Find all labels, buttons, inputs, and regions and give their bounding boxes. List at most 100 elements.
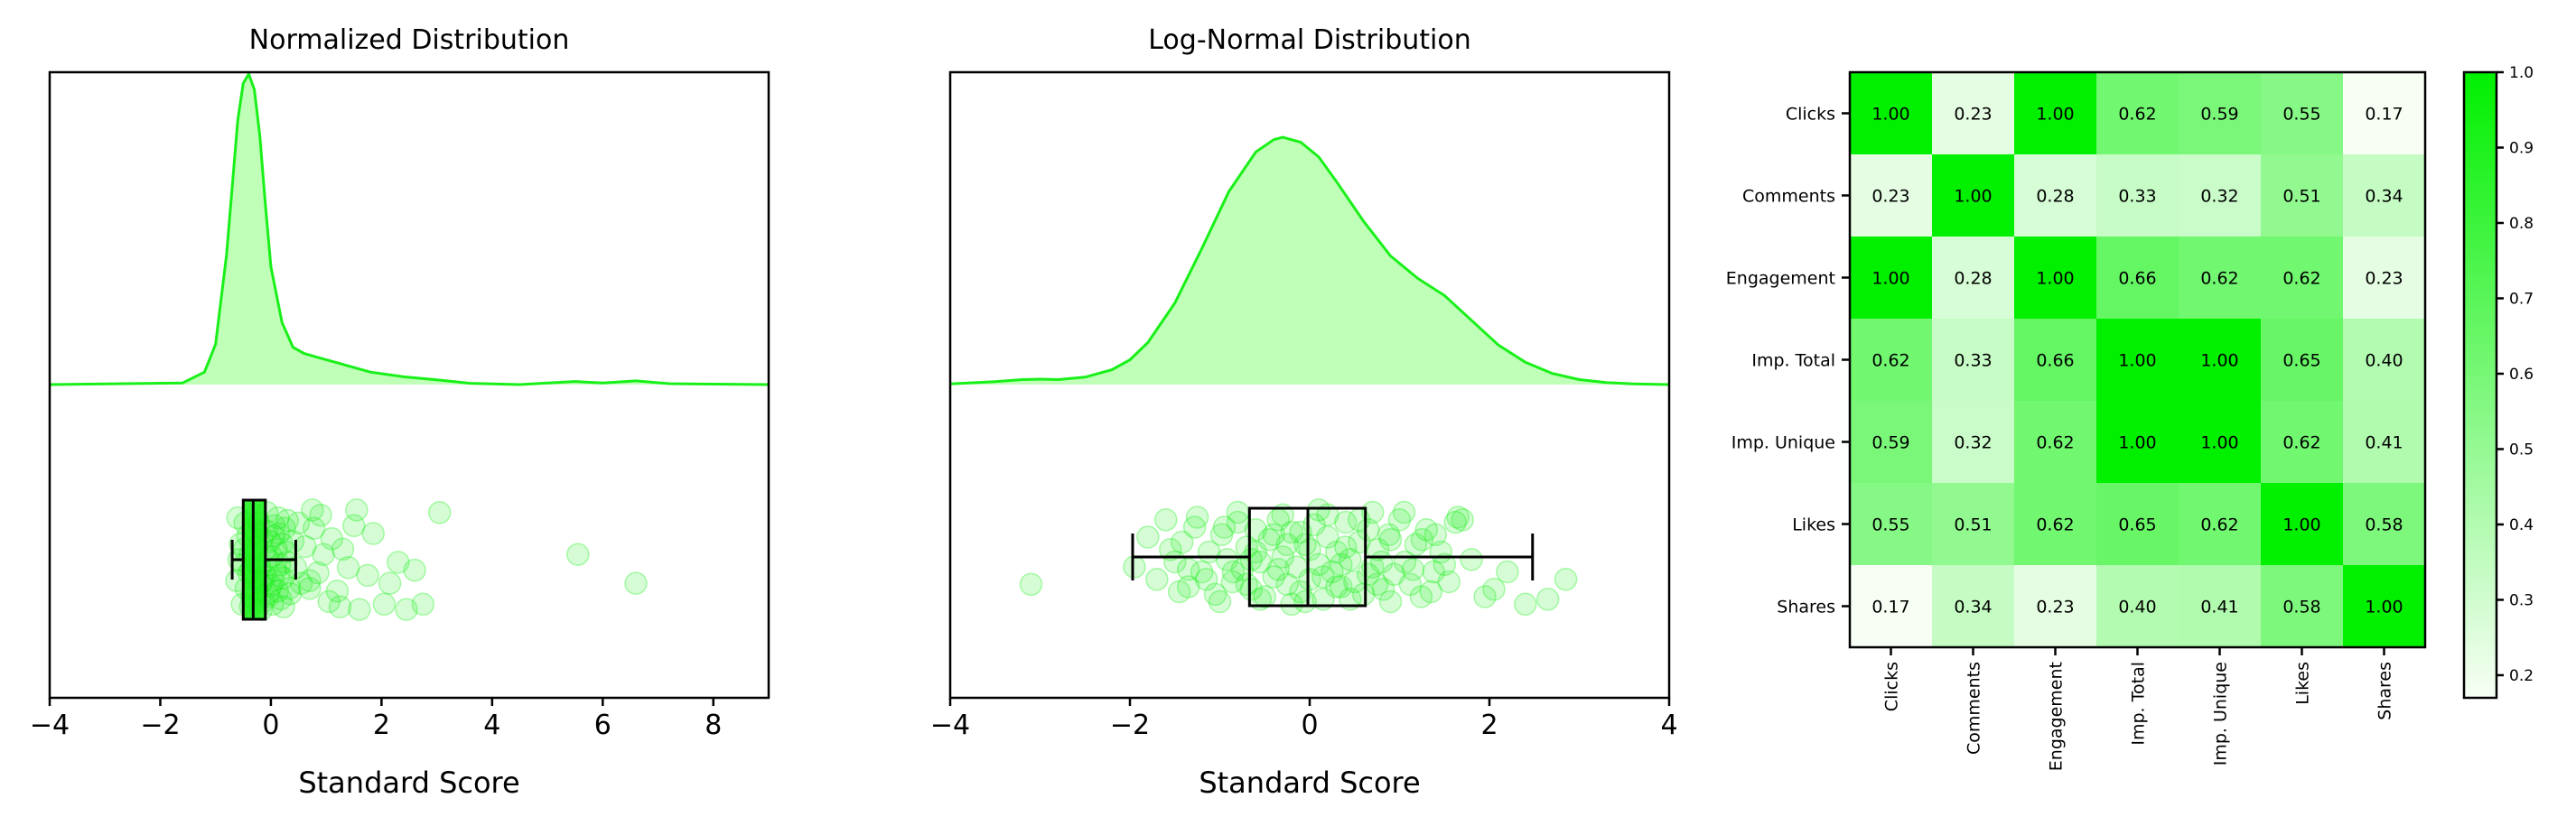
data-point xyxy=(1203,582,1227,607)
heatmap-cell xyxy=(2261,483,2344,566)
data-point xyxy=(1437,570,1461,594)
data-point xyxy=(302,516,326,540)
y-tick-label: Likes xyxy=(1792,515,1835,535)
data-point xyxy=(387,551,410,574)
colorbar: 0.2 0.3 0.4 0.5 0.6 0.7 0.8 0.9 1.0 xyxy=(2462,64,2534,700)
data-point xyxy=(286,511,311,535)
data-point xyxy=(267,563,291,588)
data-point xyxy=(1289,520,1312,544)
x-tick-label: Engagement xyxy=(2047,662,2067,771)
data-point xyxy=(378,571,402,595)
cell-value-label: 0.62 xyxy=(2118,105,2156,125)
data-point xyxy=(1378,528,1403,552)
data-point xyxy=(317,589,341,614)
data-point xyxy=(277,577,301,600)
colorbar-scale xyxy=(2462,70,2498,700)
x-tick-label: Likes xyxy=(2293,662,2313,705)
data-point xyxy=(1019,572,1043,597)
heatmap-cell xyxy=(1850,565,1933,648)
heatmap-cell xyxy=(2261,319,2344,402)
colorbar-tick-label: 0.7 xyxy=(2509,290,2534,308)
data-point xyxy=(1514,592,1537,617)
data-point xyxy=(1451,508,1474,532)
data-point xyxy=(1262,523,1285,547)
x-ticks: −4 −2 0 2 4 xyxy=(930,698,1678,741)
cell-value-label: 0.23 xyxy=(2365,269,2403,289)
heatmap-cell xyxy=(1932,72,2015,155)
y-tick-label: Imp. Total xyxy=(1751,351,1835,371)
panel-title: Normalized Distribution xyxy=(249,24,570,56)
colorbar-tick-label: 1.0 xyxy=(2509,64,2534,82)
data-point xyxy=(1239,578,1264,601)
data-point xyxy=(281,529,305,553)
data-point xyxy=(1159,538,1182,561)
cell-value-label: 0.34 xyxy=(2365,187,2403,207)
data-point xyxy=(336,555,360,580)
data-point xyxy=(273,516,296,540)
data-point xyxy=(356,563,379,588)
heatmap-cell xyxy=(2096,565,2179,648)
heatmap-cell xyxy=(1850,483,1933,566)
data-point xyxy=(1221,560,1246,584)
data-point xyxy=(372,592,397,617)
heatmap-cell xyxy=(2179,319,2262,402)
heatmap-cell xyxy=(2096,401,2179,484)
data-point xyxy=(1392,500,1416,524)
y-tick-label: Engagement xyxy=(1726,269,1835,289)
axes-frame xyxy=(48,70,770,700)
data-point xyxy=(1239,548,1264,571)
data-point xyxy=(1280,520,1303,544)
cell-value-label: 0.28 xyxy=(2036,187,2074,207)
heatmap-cell xyxy=(1932,565,2015,648)
data-point xyxy=(1262,565,1285,589)
x-tick-label: −2 xyxy=(1110,710,1150,741)
cell-value-label: 0.66 xyxy=(2036,351,2074,371)
data-point xyxy=(345,498,369,522)
data-point xyxy=(1371,578,1395,601)
heatmap-cell xyxy=(1932,401,2015,484)
density-fill xyxy=(950,137,1669,385)
x-tick-label: Imp. Unique xyxy=(2211,662,2231,766)
heatmap-cell xyxy=(2343,565,2426,648)
x-tick-label: 2 xyxy=(373,710,390,741)
cell-value-label: 1.00 xyxy=(2036,105,2074,125)
data-point xyxy=(342,514,366,538)
cell-value-label: 0.33 xyxy=(1954,351,1992,371)
heatmap-cell xyxy=(2261,401,2344,484)
data-point xyxy=(1123,555,1146,579)
cell-value-label: 1.00 xyxy=(2118,351,2156,371)
x-tick-label: 2 xyxy=(1480,710,1498,741)
data-point xyxy=(1194,568,1218,591)
cell-value-label: 0.62 xyxy=(2282,433,2320,453)
data-point xyxy=(1382,562,1406,587)
heatmap-cell xyxy=(2096,72,2179,155)
data-point xyxy=(1289,580,1312,604)
data-point xyxy=(1401,558,1425,581)
data-point xyxy=(1253,585,1277,608)
colorbar-tick-label: 0.3 xyxy=(2509,591,2534,609)
x-tick-label: −4 xyxy=(30,710,70,741)
cell-value-label: 1.00 xyxy=(2365,598,2403,617)
data-point xyxy=(1215,548,1239,571)
cell-value-label: 0.40 xyxy=(2365,351,2403,371)
x-tick-label: 4 xyxy=(483,710,500,741)
cell-value-label: 1.00 xyxy=(1954,187,1992,207)
data-point xyxy=(298,569,322,592)
heatmap-cells: 1.00 0.23 1.00 0.62 0.59 0.55 0.17 0.23 1.00 0.28… xyxy=(1848,70,2427,649)
cell-value-label: 0.65 xyxy=(2118,515,2156,535)
cell-value-label: 0.59 xyxy=(2200,105,2238,125)
cell-value-label: 0.62 xyxy=(2282,269,2320,289)
data-point xyxy=(1235,572,1259,597)
density-fill xyxy=(50,74,769,385)
x-tick-label: 0 xyxy=(262,710,279,741)
data-point xyxy=(348,598,371,621)
cell-value-label: 0.58 xyxy=(2365,515,2403,535)
data-point xyxy=(1460,548,1483,571)
data-point xyxy=(320,527,344,551)
heatmap-cell xyxy=(1850,401,1933,484)
cell-value-label: 1.00 xyxy=(2118,433,2156,453)
data-point xyxy=(1145,568,1169,591)
x-tick-label: 0 xyxy=(1301,710,1318,741)
data-point xyxy=(1185,506,1209,529)
data-point xyxy=(1339,548,1362,571)
